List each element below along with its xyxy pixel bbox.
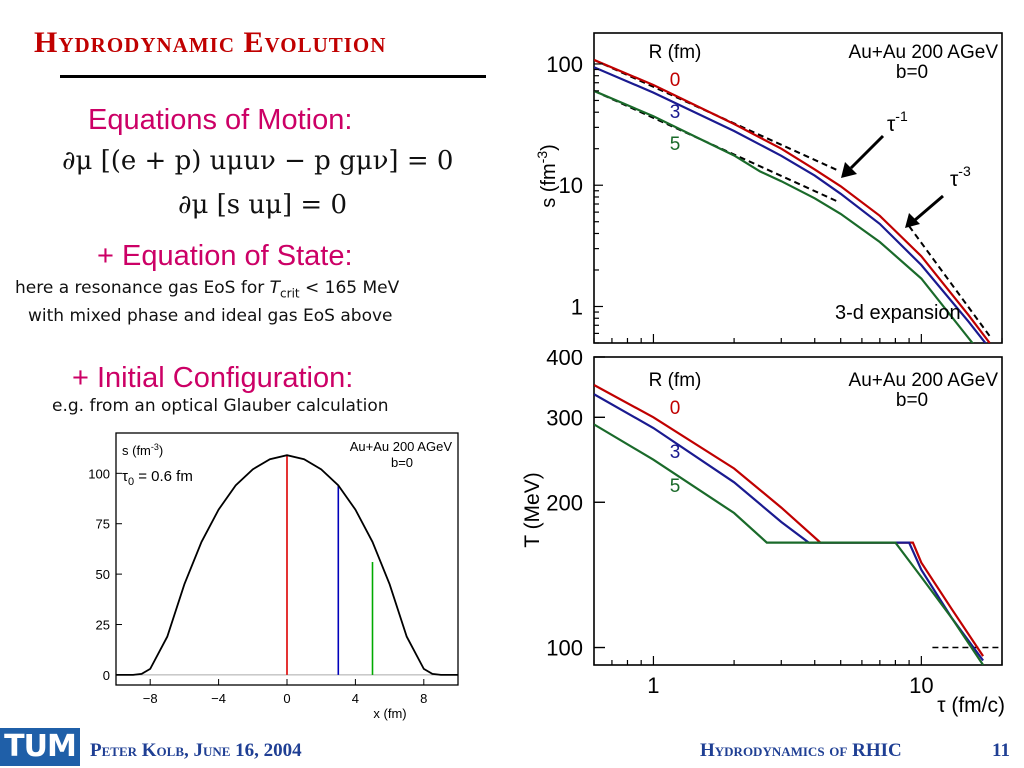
footer-author-date: Peter Kolb, June 16, 2004	[90, 740, 302, 761]
temperature-y-tick-label: 200	[546, 490, 583, 515]
tau-minus3-arrow	[905, 194, 944, 228]
entropy-y-tick-label: 1	[571, 294, 583, 319]
entropy-series-r3	[594, 66, 987, 343]
entropy-legend-0: 0	[670, 70, 681, 91]
profile-layer: 0 25 50 75 100 −8 −4 0 4 8	[88, 454, 458, 706]
temperature-legend-0: 0	[670, 398, 681, 419]
entropy-evolution-chart: 1 10 100 s (fm-3) R (fm) 0 3 5 Au+Au 200 A…	[534, 32, 1003, 344]
entropy-impact-label: b=0	[896, 62, 928, 83]
temperature-collision-label: Au+Au 200 AGeV	[849, 370, 999, 391]
temperature-impact-label: b=0	[896, 390, 928, 411]
eom-heading: Equations of Motion:	[88, 104, 353, 136]
profile-y-tick-label: 75	[96, 517, 110, 532]
profile-impact-label: b=0	[391, 455, 413, 470]
temperature-ylabel: T (MeV)	[521, 472, 544, 547]
eos-line-2: with mixed phase and ideal gas EoS above	[28, 306, 393, 326]
temperature-xlabel: τ (fm/c)	[937, 694, 1005, 717]
tum-logo: TUM	[0, 728, 80, 766]
temperature-y-tick-label: 100	[546, 636, 583, 661]
entropy-profile-chart: 0 25 50 75 100 −8 −4 0 4 8 s (fm-3) τ0 = 0.6 fm A…	[88, 432, 459, 721]
entropy-collision-label: Au+Au 200 AGeV	[849, 42, 999, 63]
entropy-legend-title: R (fm)	[649, 42, 702, 63]
profile-x-tick-label: −8	[143, 691, 158, 706]
eos-text-a: here a resonance gas EoS for	[15, 278, 270, 298]
temperature-x-tick-label: 1	[647, 673, 659, 698]
title-underline	[60, 75, 486, 78]
profile-collision-label: Au+Au 200 AGeV	[350, 439, 453, 454]
entropy-legend-5: 5	[670, 134, 681, 155]
profile-y-tick-label: 50	[96, 567, 110, 582]
eos-line-1: here a resonance gas EoS for Tcrit < 165…	[15, 278, 399, 300]
page-number: 11	[992, 740, 1010, 761]
tau-minus1-label: τ-1	[887, 108, 908, 136]
temperature-evolution-chart: 100 200 300 400 1 10 T (MeV) R (fm) 0 3 5 Au+…	[521, 350, 1005, 717]
temperature-legend-3: 3	[670, 442, 681, 463]
tum-logo-text: TUM	[4, 729, 77, 764]
eos-heading: + Equation of State:	[97, 240, 353, 272]
temperature-legend-title: R (fm)	[649, 370, 702, 391]
entropy-series-r5	[594, 89, 974, 343]
entropy-power-law-guide	[908, 225, 991, 337]
init-subtext: e.g. from an optical Glauber calculation	[52, 396, 389, 416]
profile-y-tick-label: 100	[88, 466, 110, 481]
tau-minus3-label: τ-3	[950, 163, 971, 191]
profile-x-tick-label: −4	[211, 691, 226, 706]
temperature-y-tick-label: 300	[546, 405, 583, 430]
profile-y-tick-label: 0	[103, 668, 110, 683]
entropy-layer: 1 10 100	[546, 52, 1003, 344]
temperature-layer: 100 200 300 400 1 10	[546, 350, 1003, 698]
temperature-x-tick-label: 10	[909, 673, 933, 698]
init-heading: + Initial Configuration:	[72, 362, 354, 394]
slide-title: Hydrodynamic Evolution	[34, 26, 387, 59]
footer-talk-title: Hydrodynamics of RHIC	[700, 740, 902, 761]
profile-x-tick-label: 8	[420, 691, 427, 706]
entropy-y-tick-label: 10	[559, 173, 583, 198]
profile-x-tick-label: 0	[283, 691, 290, 706]
eos-T: T	[269, 278, 281, 298]
eos-crit: crit	[280, 286, 300, 301]
profile-curve	[116, 454, 458, 676]
entropy-ylabel: s (fm-3)	[534, 144, 560, 208]
equation-energy-momentum: ∂μ [(e + p) uμuν − p gμν] = 0	[62, 146, 454, 176]
temperature-frame	[593, 356, 1003, 666]
profile-tau0-label: τ0 = 0.6 fm	[122, 468, 193, 488]
temperature-series-r5	[594, 423, 985, 665]
entropy-series-r0	[594, 58, 991, 343]
entropy-frame	[593, 32, 1003, 344]
temperature-y-tick-label: 400	[546, 350, 583, 370]
profile-y-tick-label: 25	[96, 618, 110, 633]
temperature-legend-5: 5	[670, 476, 681, 497]
profile-x-tick-label: 4	[352, 691, 359, 706]
tau-minus1-arrow	[841, 134, 885, 178]
profile-xlabel: x (fm)	[373, 706, 406, 721]
equation-entropy: ∂μ [s uμ] = 0	[178, 190, 347, 220]
expansion-label: 3-d expansion	[835, 302, 961, 324]
entropy-y-tick-label: 100	[546, 52, 583, 77]
entropy-legend-3: 3	[670, 102, 681, 123]
profile-ylabel: s (fm-3)	[122, 442, 163, 458]
eos-text-b: < 165 MeV	[299, 278, 400, 298]
